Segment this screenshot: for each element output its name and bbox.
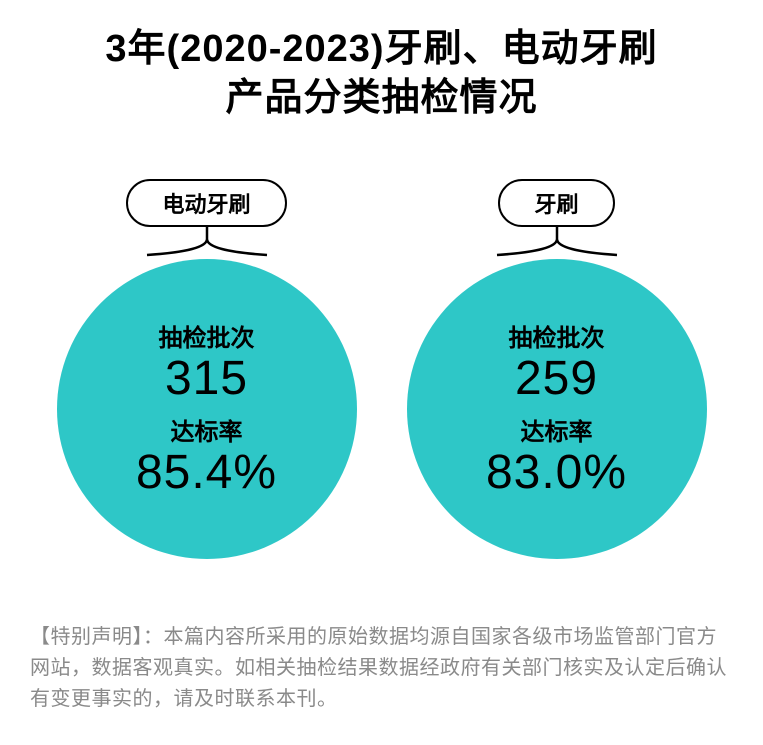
rate-value-electric: 85.4%	[136, 447, 277, 500]
title-line-1: 3年(2020-2023)牙刷、电动牙刷	[30, 25, 733, 74]
data-circle-manual: 抽检批次 259 达标率 83.0%	[407, 259, 707, 559]
pill-label-manual: 牙刷	[498, 179, 614, 227]
batch-label-manual: 抽检批次	[509, 318, 605, 353]
circles-row: 电动牙刷 抽检批次 315 达标率 85.4% 牙刷 抽检批次 259 达标率 …	[30, 179, 733, 622]
circle-unit-manual: 牙刷 抽检批次 259 达标率 83.0%	[407, 179, 707, 622]
circle-unit-electric: 电动牙刷 抽检批次 315 达标率 85.4%	[57, 179, 357, 622]
main-title: 3年(2020-2023)牙刷、电动牙刷 产品分类抽检情况	[30, 25, 733, 124]
batch-value-electric: 315	[165, 353, 248, 406]
infographic-container: 3年(2020-2023)牙刷、电动牙刷 产品分类抽检情况 电动牙刷 抽检批次 …	[0, 0, 763, 745]
connector-line-electric	[127, 225, 287, 265]
pill-label-electric: 电动牙刷	[126, 179, 286, 227]
rate-value-manual: 83.0%	[486, 447, 627, 500]
connector-line-manual	[477, 225, 637, 265]
batch-value-manual: 259	[515, 353, 598, 406]
rate-label-electric: 达标率	[171, 412, 243, 447]
batch-label-electric: 抽检批次	[159, 318, 255, 353]
title-line-2: 产品分类抽检情况	[30, 74, 733, 123]
rate-label-manual: 达标率	[521, 412, 593, 447]
disclaimer-text: 【特别声明】：本篇内容所采用的原始数据均源自国家各级市场监管部门官方网站，数据客…	[30, 622, 733, 715]
data-circle-electric: 抽检批次 315 达标率 85.4%	[57, 259, 357, 559]
